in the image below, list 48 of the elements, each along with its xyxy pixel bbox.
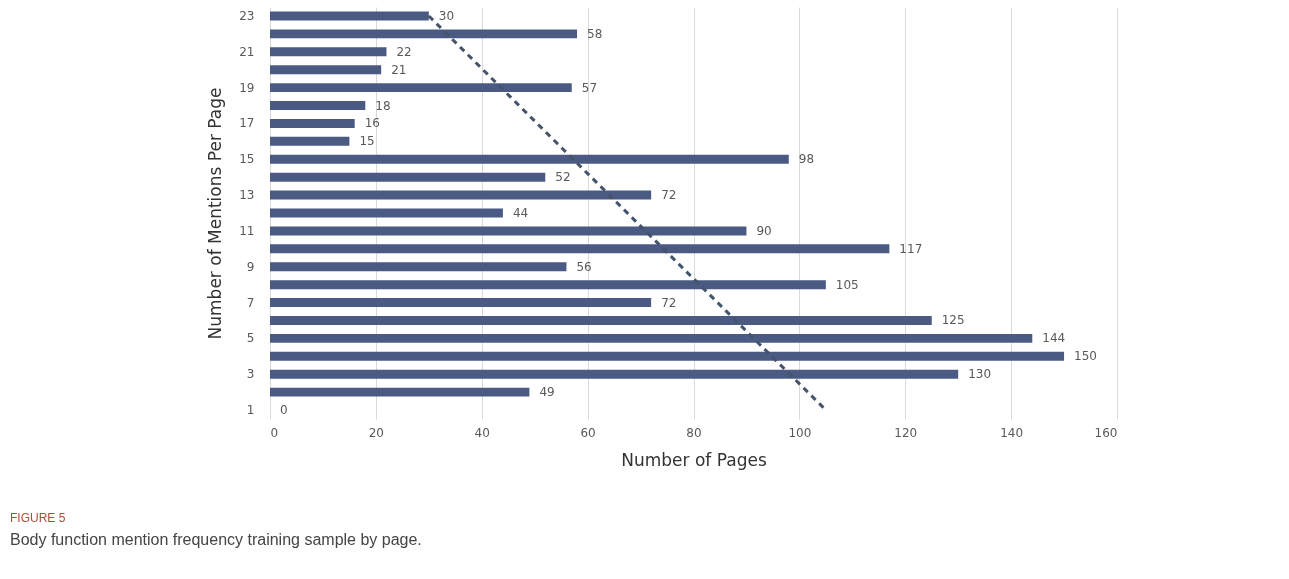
data-label: 130	[968, 367, 992, 382]
data-label: 72	[661, 188, 677, 203]
x-tick-label: 20	[368, 425, 385, 440]
x-tick-label: 80	[686, 425, 702, 440]
y-tick-label: 5	[246, 331, 255, 346]
y-axis-title: Number of Mentions Per Page	[205, 87, 226, 340]
data-label: 58	[587, 26, 603, 41]
x-tick-label: 160	[1094, 425, 1118, 440]
data-label: 49	[539, 385, 555, 400]
data-label: 16	[364, 116, 380, 131]
data-label: 150	[1074, 349, 1097, 364]
y-tick-label: 23	[239, 8, 255, 23]
data-label: 144	[1042, 331, 1066, 346]
x-tick-label: 60	[580, 425, 596, 440]
x-tick-label: 100	[788, 425, 812, 440]
y-tick-label: 21	[239, 44, 255, 59]
data-label: 72	[661, 295, 677, 310]
y-tick-label: 19	[239, 80, 255, 95]
data-label: 30	[438, 8, 455, 23]
data-label: 0	[280, 403, 288, 418]
data-label: 117	[899, 241, 923, 256]
y-tick-label: 3	[246, 367, 255, 382]
data-label: 52	[555, 170, 571, 185]
data-label: 15	[359, 134, 375, 149]
x-axis-title: Number of Pages	[621, 449, 767, 470]
y-tick-label: 1	[246, 403, 255, 418]
y-tick-label: 9	[246, 259, 255, 274]
y-tick-label: 13	[239, 188, 255, 203]
data-label: 56	[576, 259, 592, 274]
data-label: 21	[391, 62, 407, 77]
y-tick-label: 7	[246, 295, 255, 310]
y-tick-label: 17	[239, 116, 255, 131]
x-tick-label: 0	[270, 425, 279, 440]
x-tick-label: 40	[474, 425, 490, 440]
data-label: 125	[941, 313, 965, 328]
data-label: 105	[835, 277, 859, 292]
y-tick-label: 11	[239, 223, 255, 238]
data-label: 90	[756, 223, 772, 238]
y-tick-label: 15	[239, 152, 255, 167]
text: Body function mention frequency training sample by page.	[10, 531, 423, 549]
caption: FIGURE 5	[10, 511, 67, 525]
data-label: 18	[375, 98, 391, 113]
data-label: 57	[581, 80, 598, 95]
x-tick-label: 120	[894, 425, 918, 440]
data-label: 44	[512, 206, 529, 220]
data-label: 98	[798, 152, 815, 167]
x-tick-label: 140	[1000, 425, 1024, 440]
data-label: 22	[396, 44, 412, 59]
